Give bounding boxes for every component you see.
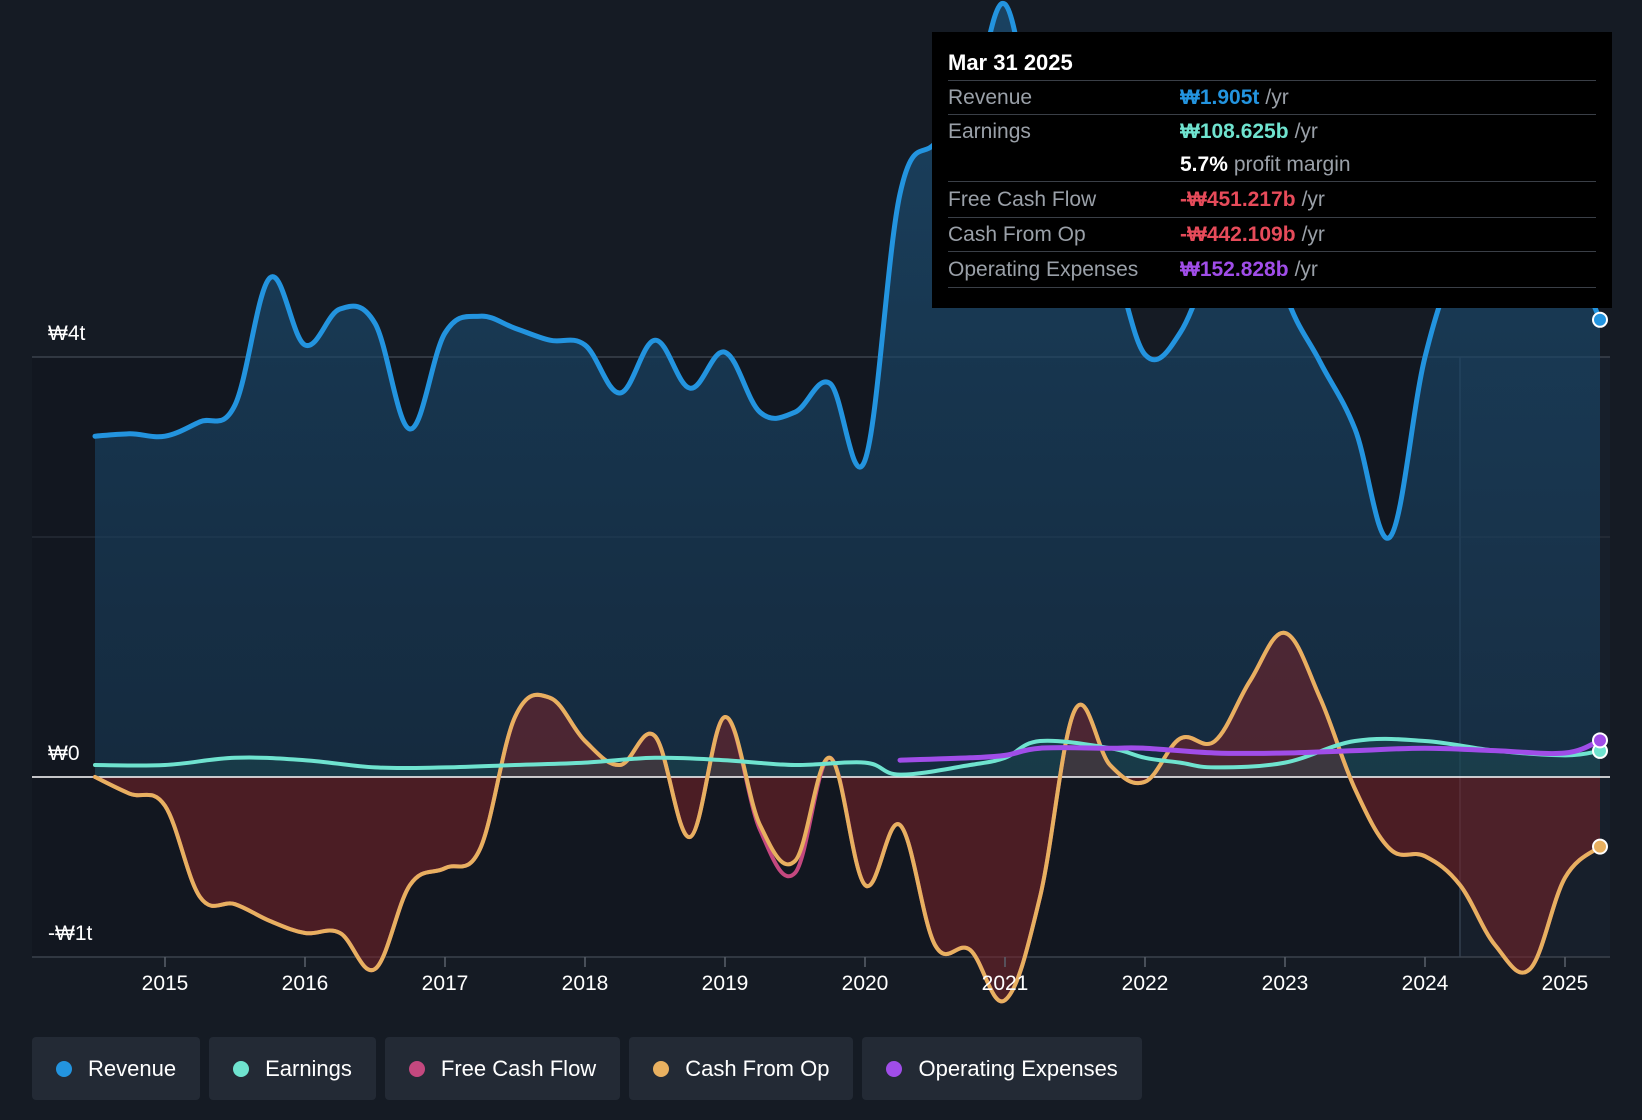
tooltip-label: Revenue [948,86,1033,109]
tooltip-row-profit-margin: 5.7% profit margin [948,148,1596,182]
tooltip-label: Cash From Op [948,223,1086,246]
dot-icon [56,1060,72,1077]
legend-label: Free Cash Flow [440,1055,597,1081]
x-tick-label: 2022 [1122,972,1169,995]
tooltip-value: -₩451.217b [1180,188,1296,211]
tooltip-panel: Mar 31 2025 Revenue ₩1.905t /yr Earnings… [932,32,1612,308]
x-tick-label: 2024 [1402,972,1449,995]
tooltip-label: Operating Expenses [948,258,1139,281]
tooltip-value: -₩442.109b [1180,223,1296,246]
tooltip-value: ₩1.905t [1180,86,1260,109]
legend: Revenue Earnings Free Cash Flow Cash Fro… [32,1037,1151,1100]
end-markers [1592,311,1608,855]
x-tick-label: 2015 [142,972,189,995]
legend-item-operating-expenses[interactable]: Operating Expenses [862,1037,1142,1100]
x-tick-label: 2016 [282,972,329,995]
tooltip-date: Mar 31 2025 [948,46,1596,81]
x-tick-label: 2018 [562,972,609,995]
tooltip-unit: /yr [1265,86,1289,109]
end-marker-cash-from-op [1592,838,1608,855]
dot-icon [233,1060,250,1077]
legend-label: Revenue [88,1055,177,1081]
legend-item-revenue[interactable]: Revenue [32,1037,201,1100]
legend-label: Earnings [265,1055,352,1081]
dot-icon [886,1060,903,1077]
x-axis: 2015 2016 2017 2018 2019 2020 2021 2022 2023 2024… [142,957,1589,995]
end-marker-operating-expenses [1592,732,1608,749]
x-tick-label: 2019 [702,972,749,995]
x-tick-label: 2025 [1542,972,1589,995]
x-tick-label: 2023 [1262,972,1309,995]
tooltip-row-operating-expenses: Operating Expenses ₩152.828b /yr [948,252,1596,288]
tooltip-label: Earnings [948,120,1031,143]
end-marker-revenue [1592,311,1608,328]
tooltip-unit: /yr [1301,223,1325,246]
dot-icon [653,1060,670,1077]
tooltip-row-free-cash-flow: Free Cash Flow -₩451.217b /yr [948,182,1596,218]
tooltip-label [948,148,1180,181]
dot-icon [408,1060,425,1077]
tooltip-value: ₩152.828b [1180,258,1289,281]
x-tick-label: 2021 [982,972,1029,995]
tooltip-unit: /yr [1301,188,1325,211]
legend-item-cash-from-op[interactable]: Cash From Op [629,1037,854,1100]
legend-label: Cash From Op [685,1055,830,1081]
revenue-area [95,3,1600,778]
tooltip-unit: /yr [1294,258,1318,281]
tooltip-label: Free Cash Flow [948,188,1097,211]
tooltip-row-revenue: Revenue ₩1.905t /yr [948,81,1596,115]
cash-from-op-line [93,630,1602,1004]
y-label-zero: ₩0 [48,742,80,765]
earnings-line [93,736,1602,777]
x-tick-label: 2017 [422,972,469,995]
tooltip-unit: /yr [1294,120,1318,143]
operating-expenses-line [897,737,1603,763]
tooltip-row-earnings: Earnings ₩108.625b /yr [948,115,1596,148]
y-label-top: ₩4t [48,322,86,345]
y-label-bottom: -₩1t [48,922,92,945]
tooltip-value: 5.7% [1180,153,1228,176]
legend-label: Operating Expenses [918,1055,1118,1081]
tooltip-unit: profit margin [1233,153,1351,176]
tooltip-row-cash-from-op: Cash From Op -₩442.109b /yr [948,218,1596,252]
tooltip-value: ₩108.625b [1180,120,1289,143]
legend-item-earnings[interactable]: Earnings [209,1037,376,1100]
revenue-line [92,1,1603,541]
x-tick-label: 2020 [842,972,889,995]
legend-item-free-cash-flow[interactable]: Free Cash Flow [384,1037,621,1100]
